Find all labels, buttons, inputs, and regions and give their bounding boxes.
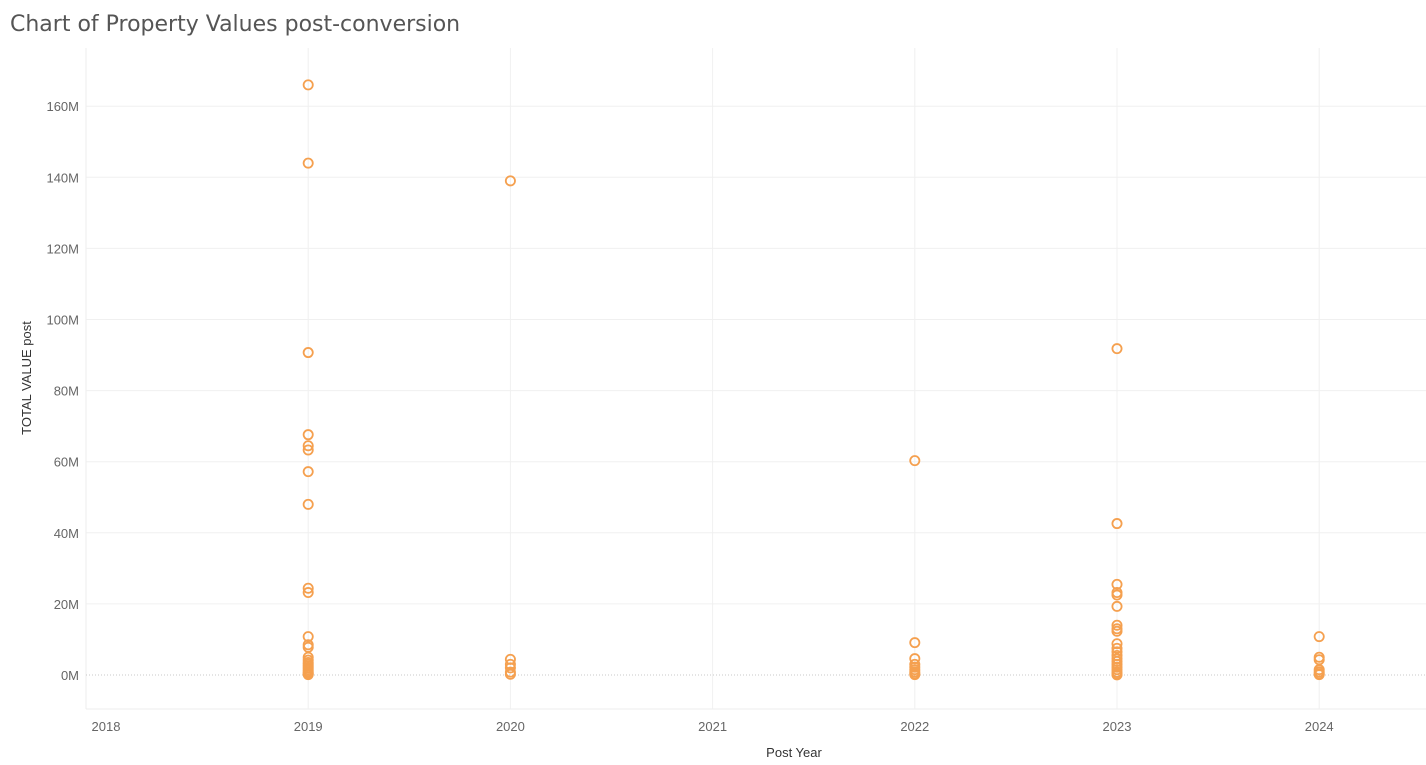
chart-title: Chart of Property Values post-conversion [10,12,461,37]
x-tick-label: 2019 [294,719,323,734]
y-tick-label: 140M [46,170,79,185]
data-point[interactable] [302,498,314,510]
y-tick-label: 60M [54,455,79,470]
data-point[interactable] [1111,625,1123,637]
data-point[interactable] [302,631,314,643]
x-tick-label: 2021 [698,719,727,734]
data-point[interactable] [302,582,314,594]
data-point[interactable] [302,466,314,478]
data-point[interactable] [1313,669,1325,681]
x-axis-ticks: 2018 2019 2020 2021 2022 2023 2024 [92,719,1334,734]
y-tick-label: 0M [61,668,79,683]
data-point[interactable] [302,444,314,456]
y-axis-ticks: 0M 20M 40M 60M 80M 100M 120M 140M 160M [46,99,79,683]
x-tick-label: 2020 [496,719,525,734]
y-tick-label: 160M [46,99,79,114]
y-tick-label: 100M [46,313,79,328]
data-point[interactable] [302,587,314,599]
data-point[interactable] [302,669,314,681]
data-point[interactable] [909,669,921,681]
data-point[interactable] [302,347,314,359]
data-points [302,79,1325,681]
data-point[interactable] [1111,343,1123,355]
data-point[interactable] [1111,642,1123,654]
x-tick-label: 2023 [1103,719,1132,734]
data-point[interactable] [504,668,516,680]
data-point[interactable] [1111,669,1123,681]
data-point[interactable] [1111,619,1123,631]
x-tick-label: 2024 [1305,719,1334,734]
data-point[interactable] [302,79,314,91]
data-point[interactable] [1313,631,1325,643]
data-point[interactable] [302,157,314,169]
data-point[interactable] [1111,589,1123,601]
y-tick-label: 80M [54,384,79,399]
y-tick-label: 120M [46,241,79,256]
data-point[interactable] [1111,518,1123,530]
data-point[interactable] [302,429,314,441]
y-tick-label: 20M [54,597,79,612]
y-axis-title: TOTAL VALUE post [19,321,34,435]
data-point[interactable] [504,175,516,187]
data-point[interactable] [302,440,314,452]
y-tick-label: 40M [54,526,79,541]
data-point[interactable] [909,455,921,467]
data-point[interactable] [909,637,921,649]
grid-lines [85,48,1426,710]
data-point[interactable] [1111,638,1123,650]
x-tick-label: 2022 [900,719,929,734]
data-point[interactable] [1111,578,1123,590]
data-point[interactable] [504,662,516,674]
x-tick-label: 2018 [92,719,121,734]
data-point[interactable] [1111,600,1123,612]
x-axis-title: Post Year [766,745,822,760]
